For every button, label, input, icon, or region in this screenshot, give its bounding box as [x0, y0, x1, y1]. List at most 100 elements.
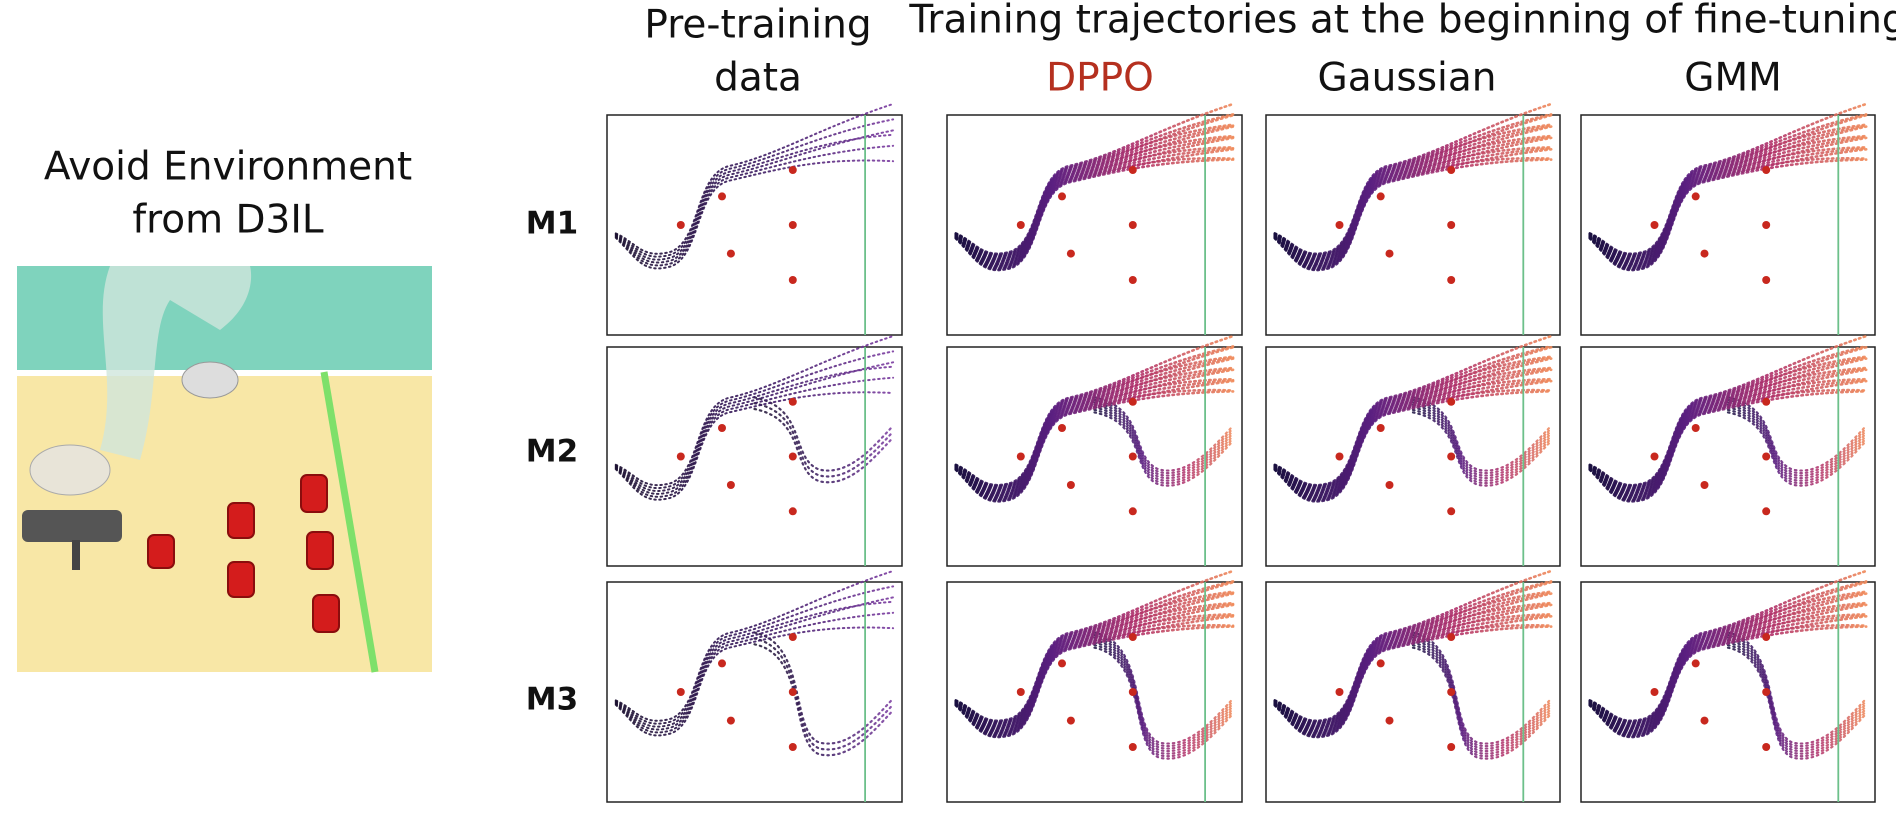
trajectory	[1588, 158, 1868, 272]
trajectory	[1273, 390, 1553, 503]
trajectory	[1093, 398, 1235, 475]
trajectory	[1273, 148, 1553, 271]
trajectory	[614, 103, 895, 255]
trajectory	[1588, 125, 1868, 263]
obstacle	[1335, 452, 1344, 461]
obstacle	[718, 192, 726, 201]
panel-frame	[606, 114, 903, 336]
trajectory	[614, 626, 895, 737]
obstacle	[718, 424, 726, 432]
trajectory	[1411, 406, 1553, 482]
method-header: DPPO	[1046, 56, 1154, 101]
trajectory	[954, 379, 1235, 502]
row-label: M3	[526, 682, 578, 718]
obstacle	[1128, 688, 1137, 696]
trajectory	[1093, 401, 1235, 477]
trajectory	[1273, 367, 1553, 496]
obstacle	[718, 659, 726, 668]
trajectory	[614, 600, 895, 728]
trajectory	[1273, 125, 1553, 263]
obstacle	[1447, 688, 1456, 696]
trajectory	[1093, 411, 1235, 487]
trajectory-panel	[1580, 102, 1876, 336]
obstacle	[1058, 659, 1066, 668]
obstacle	[1016, 221, 1025, 229]
obstacle	[1016, 688, 1025, 696]
trajectory	[1726, 639, 1868, 753]
trajectory	[1726, 636, 1868, 750]
panel-frame	[1265, 581, 1561, 803]
trajectory	[614, 611, 895, 734]
trajectory	[1411, 639, 1553, 753]
obstacle	[1058, 424, 1066, 432]
trajectory	[614, 376, 895, 498]
obstacle	[788, 221, 797, 229]
trajectory	[614, 133, 895, 261]
obstacle	[1700, 716, 1709, 725]
obstacle	[676, 688, 685, 696]
obstacle	[788, 688, 797, 696]
panel-frame	[1265, 114, 1561, 336]
panel-frame	[1580, 346, 1876, 567]
trajectory	[1588, 592, 1868, 730]
trajectory	[614, 570, 895, 722]
trajectory	[614, 335, 895, 487]
trajectory	[753, 643, 895, 757]
trajectory	[1588, 148, 1868, 271]
trajectory	[1273, 357, 1553, 494]
obstacle	[1762, 276, 1771, 284]
trajectory	[614, 361, 895, 495]
trajectory-panel	[946, 334, 1243, 567]
obstacle	[1447, 397, 1456, 406]
trajectory	[1411, 398, 1553, 475]
trajectory-panel	[946, 569, 1243, 803]
trajectory	[1411, 401, 1553, 477]
trajectory	[614, 129, 895, 264]
obstacle	[1376, 424, 1385, 432]
obstacle	[1762, 688, 1771, 696]
obstacle	[1335, 688, 1344, 696]
trajectory	[1093, 644, 1235, 758]
obstacle	[1385, 716, 1394, 725]
obstacle	[1128, 221, 1137, 229]
trajectory-panel	[1580, 569, 1876, 803]
trajectory	[753, 637, 895, 751]
trajectory-panel	[1265, 334, 1561, 567]
obstacle	[1447, 276, 1456, 284]
panel-frame	[606, 581, 903, 803]
obstacle	[1066, 716, 1075, 725]
obstacle	[1762, 452, 1771, 461]
obstacle	[1447, 166, 1456, 174]
obstacle	[1066, 249, 1075, 258]
trajectory-panel	[1265, 569, 1561, 803]
trajectory	[1273, 615, 1553, 738]
trajectory	[1588, 615, 1868, 738]
trajectory	[1588, 379, 1868, 502]
panel-frame	[1580, 114, 1876, 336]
trajectory	[753, 407, 895, 484]
trajectory-panel	[946, 102, 1243, 336]
obstacle	[1700, 249, 1709, 258]
obstacle	[1762, 221, 1771, 229]
obstacle	[1128, 166, 1137, 174]
trajectory	[1273, 158, 1553, 272]
trajectory	[954, 601, 1235, 729]
obstacle	[1376, 659, 1385, 668]
trajectory	[1411, 644, 1553, 758]
trajectory	[954, 134, 1235, 262]
row-label: M1	[526, 206, 578, 242]
obstacle	[1335, 221, 1344, 229]
env-title: from D3IL	[132, 198, 324, 243]
obstacle	[1066, 481, 1075, 489]
obstacle	[1762, 633, 1771, 641]
trajectory	[614, 159, 895, 270]
obstacle	[1447, 633, 1456, 641]
trajectory	[1093, 396, 1235, 472]
obstacle	[788, 452, 797, 461]
trajectory-panel	[606, 570, 903, 803]
obstacle	[726, 249, 735, 258]
group-title: Training trajectories at the beginning o…	[908, 0, 1896, 43]
trajectory	[1093, 639, 1235, 753]
obstacle	[1016, 452, 1025, 461]
obstacle	[1650, 452, 1659, 461]
